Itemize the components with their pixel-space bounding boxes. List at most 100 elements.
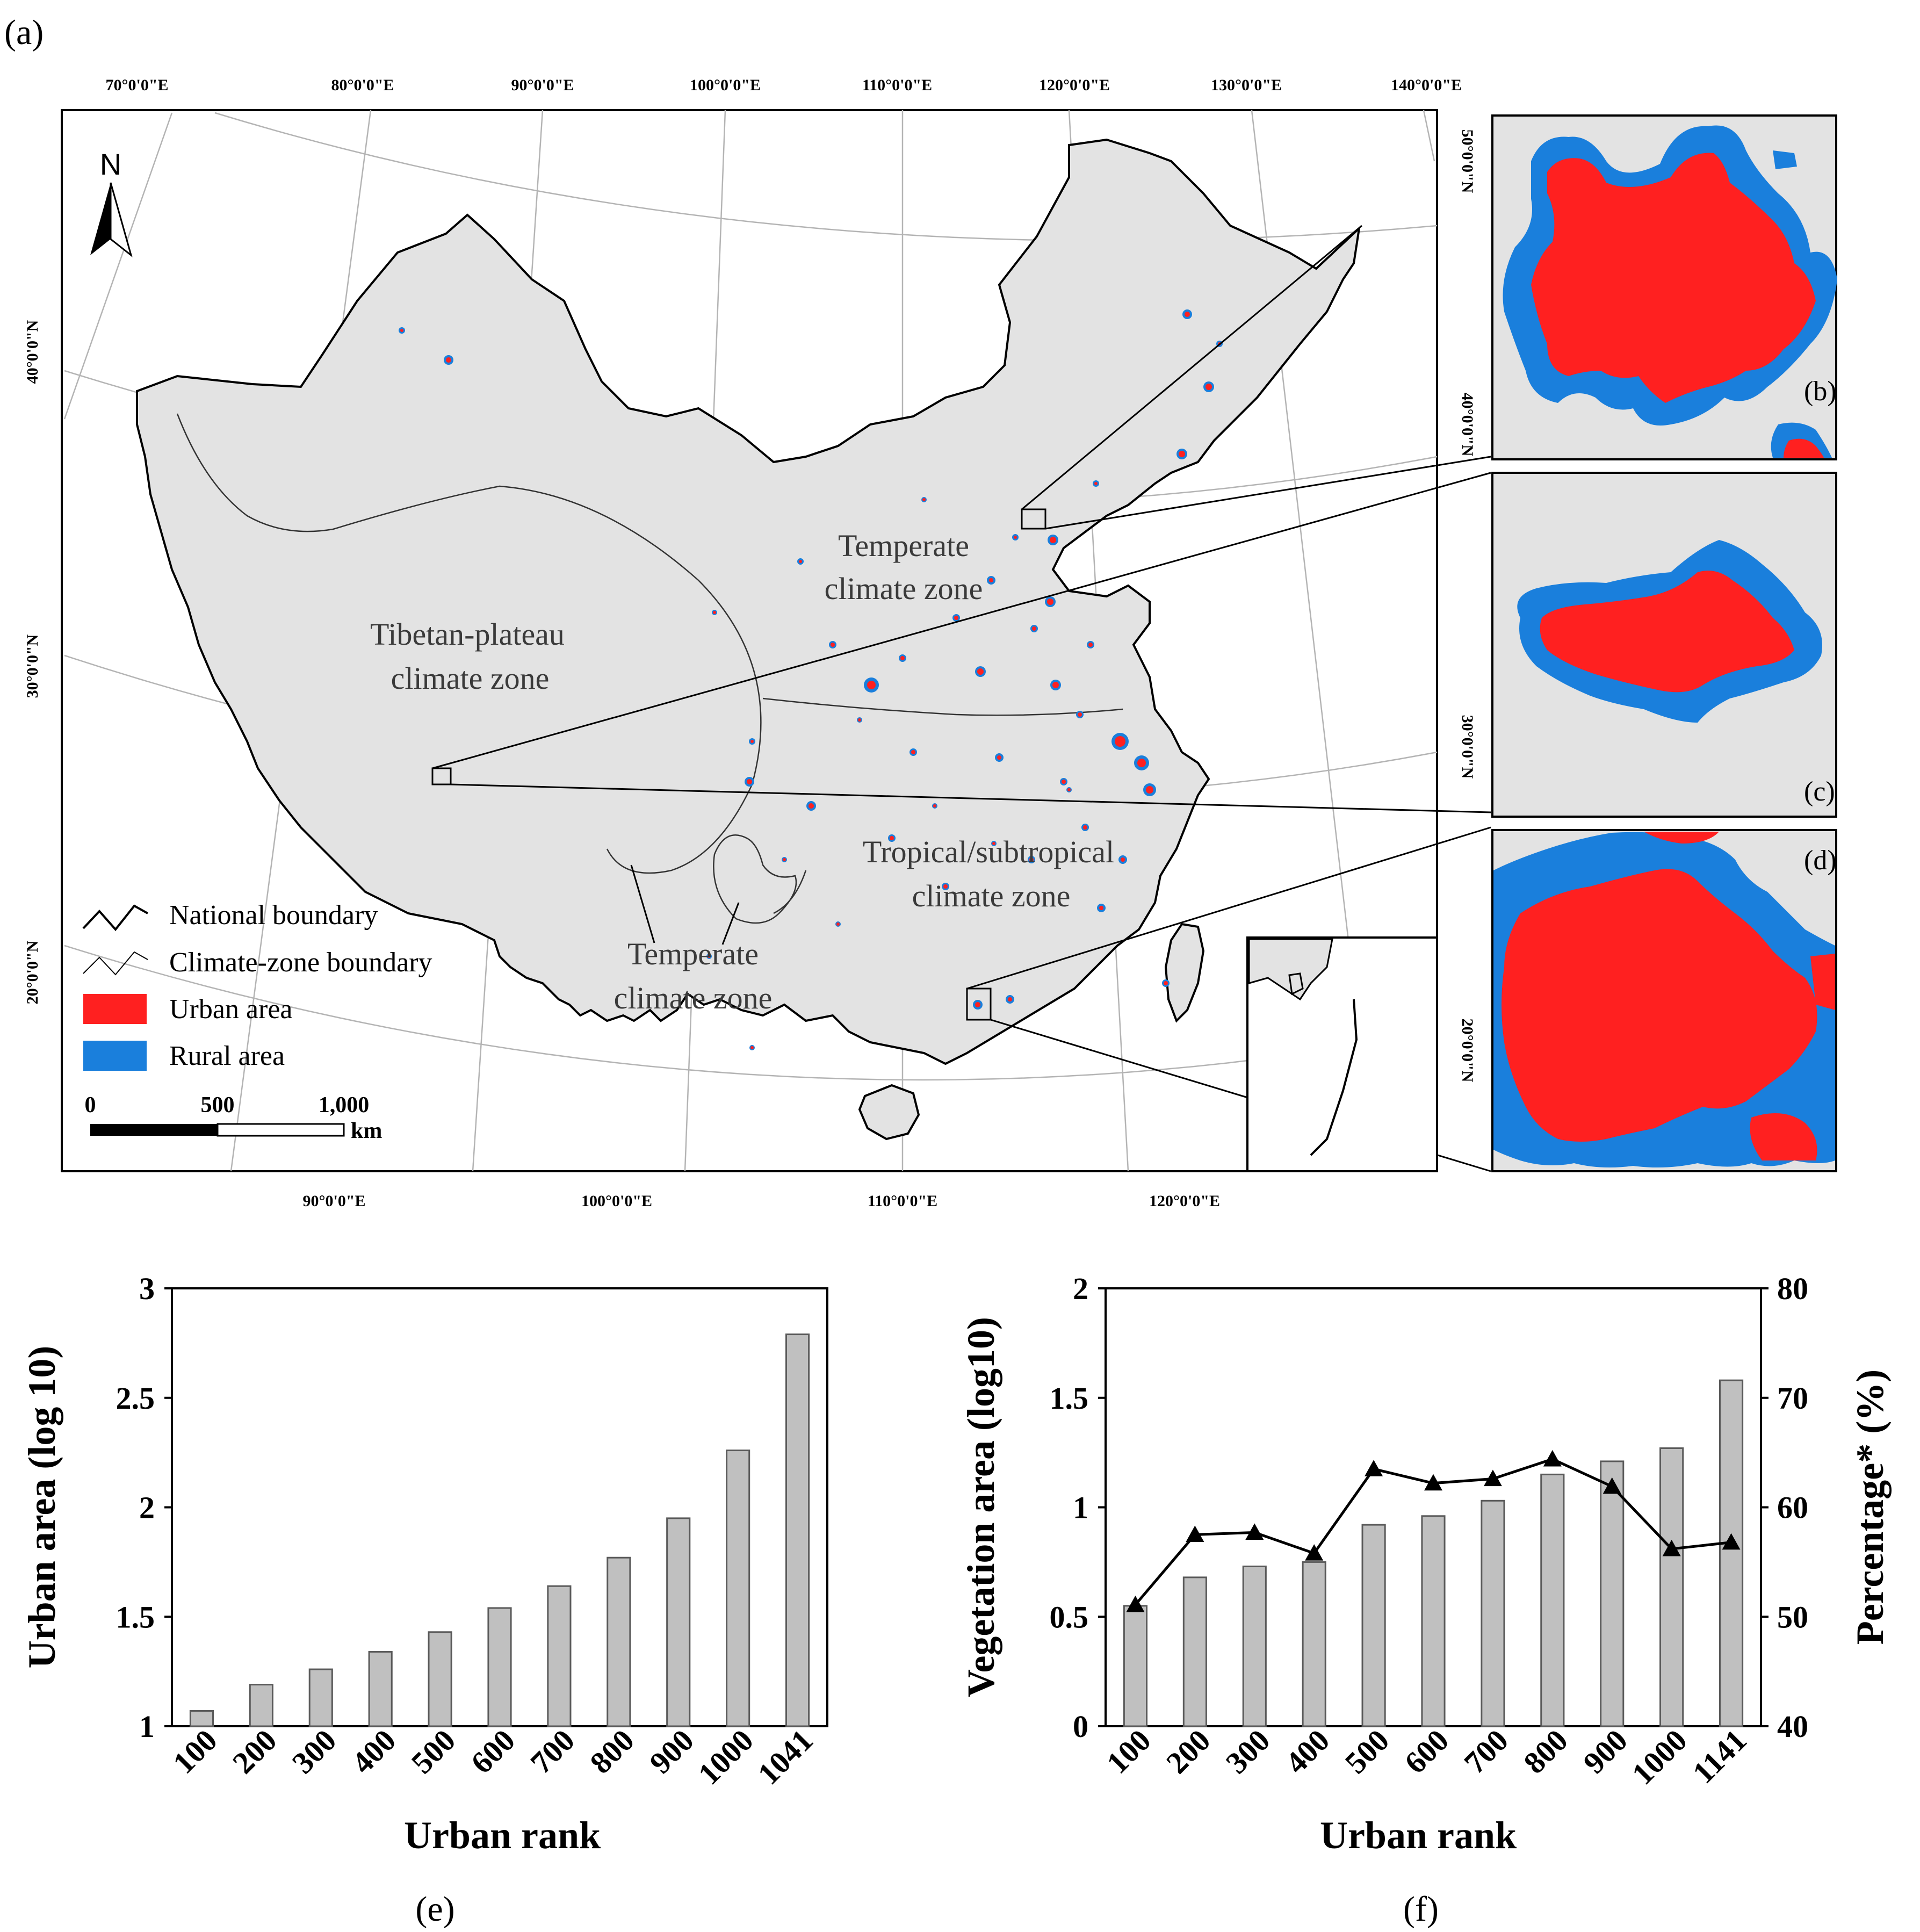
x-tick-label: 300 bbox=[285, 1722, 343, 1780]
zone-label-leaders bbox=[630, 864, 740, 945]
urban-patch bbox=[1094, 482, 1098, 485]
legend-rural-swatch bbox=[83, 1041, 147, 1071]
y-tick-label: 0.5 bbox=[1050, 1599, 1089, 1634]
zoom-box-b bbox=[1021, 508, 1046, 530]
top-longitude-ticks: 70°0'0"E 80°0'0"E 90°0'0"E 100°0'0"E 110… bbox=[106, 76, 1462, 94]
urban-patch bbox=[1047, 599, 1053, 605]
urban-patch bbox=[783, 858, 786, 861]
x-tick-label: 1141 bbox=[1686, 1722, 1753, 1790]
chart-f-bars bbox=[1123, 1379, 1744, 1727]
zoom-box-c bbox=[431, 767, 452, 785]
zoom-d-urban bbox=[1502, 869, 1817, 1142]
lon-tick: 130°0'0"E bbox=[1211, 76, 1282, 94]
zoom-c-urban bbox=[1540, 571, 1794, 693]
zone-label-tibetan-2: climate zone bbox=[391, 661, 550, 696]
zoom-d-urban-bottom bbox=[1750, 1113, 1817, 1160]
lon-tick: 80°0'0"E bbox=[331, 76, 394, 94]
chart-e-bars bbox=[189, 1333, 810, 1727]
scale-bar-white bbox=[216, 1123, 345, 1137]
panel-f-label: (f) bbox=[1403, 1890, 1439, 1929]
bar bbox=[249, 1684, 273, 1727]
percentage-marker bbox=[1603, 1477, 1621, 1494]
lon-tick: 110°0'0"E bbox=[862, 76, 932, 94]
lon-tick: 140°0'0"E bbox=[1391, 76, 1462, 94]
lon-tick: 120°0'0"E bbox=[1149, 1192, 1220, 1210]
x-tick-label: 900 bbox=[643, 1722, 700, 1780]
bar bbox=[1421, 1515, 1446, 1727]
scale-bar-black bbox=[90, 1124, 218, 1136]
lat-tick: 50°0'0"N bbox=[1459, 129, 1476, 193]
zone-label-tibetan-1: Tibetan-plateau bbox=[370, 617, 565, 652]
zoom-d-urban-right bbox=[1810, 954, 1835, 1010]
x-tick-label: 200 bbox=[226, 1722, 283, 1780]
map-panel: 70°0'0"E 80°0'0"E 90°0'0"E 100°0'0"E 110… bbox=[24, 76, 1491, 1210]
bar bbox=[189, 1710, 214, 1727]
left-latitude-ticks: 40°0'0"N 30°0'0"N 20°0'0"N bbox=[24, 320, 41, 1004]
urban-patch bbox=[1008, 997, 1012, 1001]
x-tick-label: 200 bbox=[1159, 1722, 1217, 1780]
x-tick-label: 1041 bbox=[751, 1722, 820, 1791]
x-tick-label: 500 bbox=[1338, 1722, 1396, 1780]
urban-patch bbox=[911, 750, 915, 754]
urban-patch bbox=[900, 656, 905, 660]
lon-tick: 70°0'0"E bbox=[106, 76, 169, 94]
urban-patch bbox=[975, 1002, 980, 1007]
urban-patch bbox=[1099, 906, 1103, 910]
north-arrow: N bbox=[90, 147, 133, 258]
lat-tick: 20°0'0"N bbox=[1459, 1019, 1476, 1083]
x-tick-label: 300 bbox=[1219, 1722, 1276, 1780]
scale-mid: 500 bbox=[201, 1093, 235, 1118]
urban-patch bbox=[867, 681, 876, 689]
china-landmass bbox=[136, 138, 1361, 1065]
chart-e-y-axis: 1 1.5 2 2.5 3 bbox=[116, 1271, 172, 1744]
scale-zero: 0 bbox=[85, 1093, 96, 1118]
south-china-sea-inset bbox=[1246, 936, 1438, 1172]
urban-patch bbox=[933, 804, 936, 808]
y-tick-label: 2 bbox=[139, 1490, 155, 1525]
chart-e-y-label: Urban area (log 10) bbox=[20, 1346, 63, 1669]
legend-climate-boundary-label: Climate-zone boundary bbox=[169, 947, 432, 978]
urban-patch bbox=[750, 740, 754, 743]
panel-b-label: (b) bbox=[1804, 376, 1837, 407]
zone-label-temperate-south-2: climate zone bbox=[614, 981, 773, 1015]
bar bbox=[607, 1556, 631, 1727]
percentage-marker bbox=[1424, 1474, 1442, 1491]
chart-e-x-label: Urban rank bbox=[404, 1814, 601, 1857]
urban-patch bbox=[1164, 981, 1168, 985]
urban-rural-patches bbox=[399, 309, 1223, 1050]
x-tick-label: 700 bbox=[524, 1722, 581, 1780]
lon-tick: 110°0'0"E bbox=[868, 1192, 937, 1210]
x-tick-label: 1000 bbox=[1625, 1722, 1694, 1791]
taiwan-island bbox=[1164, 922, 1205, 1023]
lon-tick: 100°0'0"E bbox=[690, 76, 761, 94]
bar bbox=[1123, 1605, 1148, 1727]
urban-patch bbox=[1115, 736, 1125, 747]
y-tick-label: 50 bbox=[1777, 1599, 1808, 1634]
urban-patch bbox=[1206, 384, 1212, 390]
inset-dash-line bbox=[1310, 999, 1358, 1156]
scale-bar: 0 500 1,000 km bbox=[85, 1093, 382, 1143]
lon-tick: 90°0'0"E bbox=[511, 76, 574, 94]
zoom-box-d bbox=[966, 987, 992, 1021]
zoom-panel-c: (c) bbox=[1491, 472, 1837, 818]
percentage-marker bbox=[1126, 1595, 1145, 1612]
zoom-b-urban bbox=[1531, 153, 1816, 403]
lon-tick: 100°0'0"E bbox=[581, 1192, 652, 1210]
lon-tick: 90°0'0"E bbox=[303, 1192, 366, 1210]
legend-national-boundary-label: National boundary bbox=[169, 900, 378, 931]
urban-patch bbox=[997, 755, 1001, 760]
x-tick-label: 700 bbox=[1457, 1722, 1515, 1780]
bar bbox=[1719, 1379, 1744, 1727]
legend-urban-label: Urban area bbox=[169, 994, 293, 1025]
y-tick-label: 1.5 bbox=[1050, 1381, 1089, 1416]
hainan-island bbox=[858, 1084, 920, 1141]
y-tick-label: 2 bbox=[1073, 1271, 1088, 1306]
urban-patch bbox=[989, 578, 993, 582]
inset-island bbox=[1288, 972, 1304, 996]
y-tick-label: 1.5 bbox=[116, 1599, 155, 1634]
bottom-longitude-ticks: 90°0'0"E 100°0'0"E 110°0'0"E 120°0'0"E bbox=[303, 1192, 1221, 1210]
climate-zone-boundaries bbox=[176, 413, 1123, 924]
chart-f-x-label: Urban rank bbox=[1320, 1814, 1517, 1857]
bar bbox=[368, 1650, 393, 1727]
